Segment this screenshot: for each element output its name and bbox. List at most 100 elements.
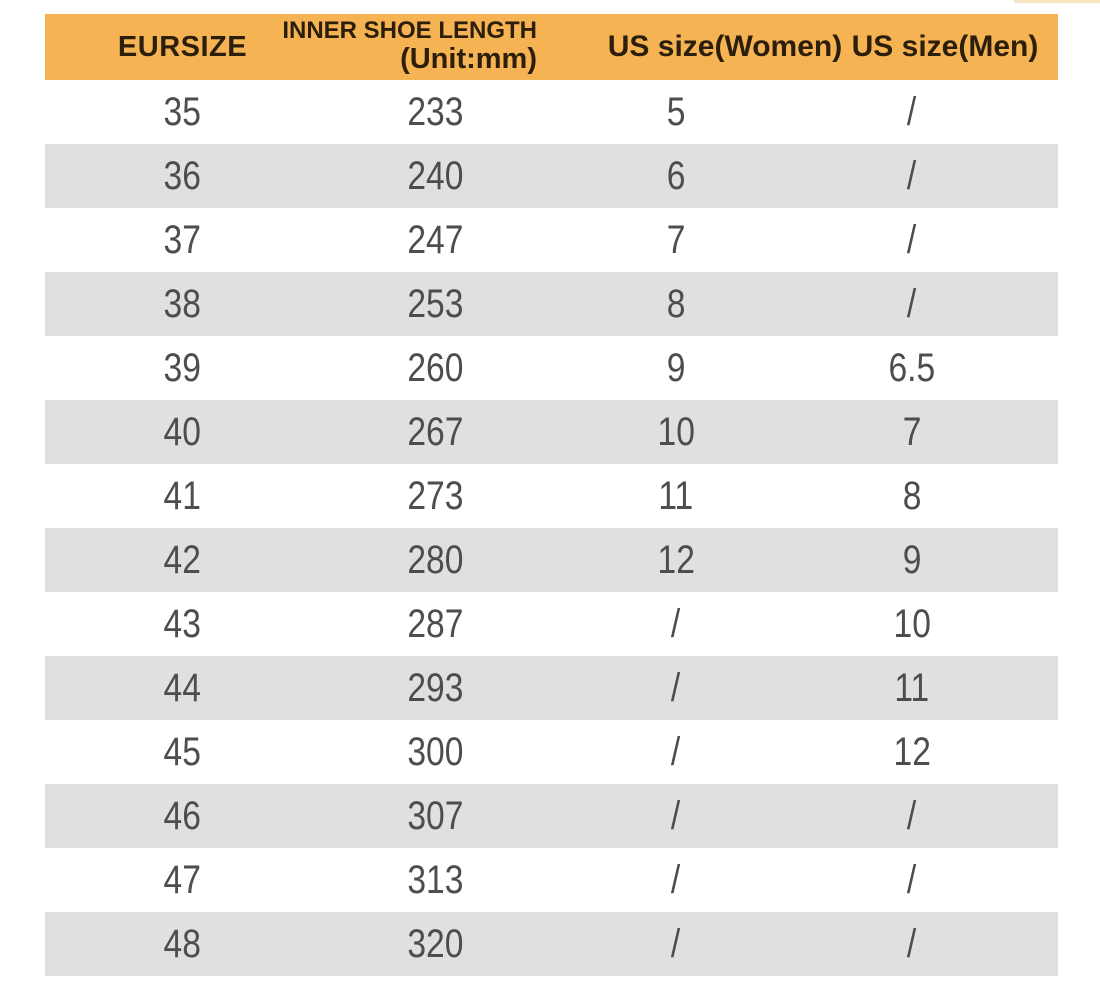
cell-eursize-value: 40 [163, 409, 202, 454]
cell-inner-shoe-length-value: 253 [406, 281, 464, 326]
cell-us-size-men-value: 11 [894, 665, 930, 710]
cell-us-size-women: 12 [550, 528, 810, 592]
cell-inner-shoe-length: 260 [320, 336, 550, 400]
cell-us-size-men-value: 10 [893, 601, 931, 646]
cell-inner-shoe-length-value: 273 [406, 473, 464, 518]
cell-inner-shoe-length-value: 300 [406, 729, 464, 774]
cell-inner-shoe-length-value: 293 [406, 665, 464, 710]
table-row: 38 253 8 / [45, 272, 1058, 336]
cell-inner-shoe-length: 273 [320, 464, 550, 528]
cell-us-size-men: / [810, 80, 1058, 144]
cell-eursize-value: 37 [163, 217, 202, 262]
cell-us-size-women-value: 11 [658, 473, 694, 518]
cell-inner-shoe-length-value: 260 [406, 345, 464, 390]
cell-inner-shoe-length: 253 [320, 272, 550, 336]
cell-us-size-men: 8 [810, 464, 1058, 528]
cell-inner-shoe-length-value: 233 [406, 89, 464, 134]
cell-inner-shoe-length-value: 247 [406, 217, 464, 262]
cell-us-size-men: 11 [810, 656, 1058, 720]
cell-eursize-value: 47 [163, 857, 202, 902]
cell-us-size-women: 5 [550, 80, 810, 144]
cell-us-size-women: / [550, 912, 810, 976]
cell-us-size-men-value: 9 [902, 537, 922, 582]
cell-us-size-women: 9 [550, 336, 810, 400]
cell-us-size-men: / [810, 912, 1058, 976]
cell-inner-shoe-length: 307 [320, 784, 550, 848]
cell-eursize-value: 39 [163, 345, 202, 390]
table-row: 46 307 / / [45, 784, 1058, 848]
cell-eursize-value: 44 [163, 665, 202, 710]
cell-eursize-value: 48 [163, 921, 202, 966]
cell-inner-shoe-length-value: 240 [406, 153, 464, 198]
cell-us-size-men-value: / [907, 89, 917, 134]
cell-us-size-women: / [550, 592, 810, 656]
cell-us-size-women: 11 [550, 464, 810, 528]
column-header-inner-shoe-length: INNER SHOE LENGTH (Unit:mm) [282, 14, 550, 80]
cell-us-size-women: 7 [550, 208, 810, 272]
cell-us-size-women-value: / [671, 665, 681, 710]
cell-eursize: 38 [45, 272, 320, 336]
cell-inner-shoe-length-value: 267 [406, 409, 464, 454]
cell-eursize-value: 36 [163, 153, 202, 198]
cell-us-size-women: 8 [550, 272, 810, 336]
cell-inner-shoe-length: 267 [320, 400, 550, 464]
cell-us-size-men: / [810, 144, 1058, 208]
cell-inner-shoe-length-value: 307 [406, 793, 464, 838]
cell-eursize-value: 46 [163, 793, 202, 838]
table-header-row: EURSIZE INNER SHOE LENGTH (Unit:mm) US s… [45, 14, 1058, 80]
cell-inner-shoe-length-value: 320 [406, 921, 464, 966]
table-row: 45 300 / 12 [45, 720, 1058, 784]
cell-us-size-men-value: / [907, 281, 917, 326]
cell-us-size-men: 12 [810, 720, 1058, 784]
top-right-artifact [1014, 0, 1100, 3]
cell-us-size-women: 6 [550, 144, 810, 208]
cell-eursize: 37 [45, 208, 320, 272]
column-header-us-size-men: US size(Men) [810, 14, 1058, 80]
cell-eursize: 41 [45, 464, 320, 528]
column-header-eursize: EURSIZE [45, 14, 320, 80]
cell-us-size-women-value: 6 [666, 153, 686, 198]
cell-us-size-women-value: / [671, 857, 681, 902]
cell-us-size-women-value: 12 [657, 537, 695, 582]
cell-us-size-women-value: 5 [666, 89, 686, 134]
cell-us-size-women: / [550, 656, 810, 720]
cell-us-size-men-value: 12 [893, 729, 931, 774]
cell-eursize-value: 41 [163, 473, 202, 518]
cell-us-size-men: 9 [810, 528, 1058, 592]
cell-us-size-women-value: 7 [666, 217, 686, 262]
cell-inner-shoe-length: 293 [320, 656, 550, 720]
column-header-inner-shoe-length-label: INNER SHOE LENGTH [282, 17, 537, 45]
table-row: 35 233 5 / [45, 80, 1058, 144]
cell-inner-shoe-length: 233 [320, 80, 550, 144]
cell-eursize: 47 [45, 848, 320, 912]
cell-eursize-value: 42 [163, 537, 202, 582]
table-row: 40 267 10 7 [45, 400, 1058, 464]
table-row: 44 293 / 11 [45, 656, 1058, 720]
size-chart-table: EURSIZE INNER SHOE LENGTH (Unit:mm) US s… [45, 14, 1058, 976]
cell-us-size-men-value: 8 [902, 473, 922, 518]
cell-us-size-men: / [810, 272, 1058, 336]
cell-eursize-value: 35 [163, 89, 202, 134]
cell-us-size-men-value: / [907, 857, 917, 902]
cell-us-size-men: 6.5 [810, 336, 1058, 400]
table-row: 48 320 / / [45, 912, 1058, 976]
cell-inner-shoe-length: 247 [320, 208, 550, 272]
cell-inner-shoe-length: 313 [320, 848, 550, 912]
cell-us-size-men: / [810, 208, 1058, 272]
cell-us-size-men-value: / [907, 153, 917, 198]
cell-inner-shoe-length: 280 [320, 528, 550, 592]
table-row: 36 240 6 / [45, 144, 1058, 208]
column-header-us-size-women-label: US size(Women) [607, 30, 843, 63]
cell-us-size-women: / [550, 720, 810, 784]
cell-inner-shoe-length: 300 [320, 720, 550, 784]
table-row: 41 273 11 8 [45, 464, 1058, 528]
cell-us-size-women: 10 [550, 400, 810, 464]
cell-us-size-women: / [550, 784, 810, 848]
cell-eursize: 45 [45, 720, 320, 784]
cell-us-size-women-value: 9 [666, 345, 686, 390]
column-header-us-size-men-label: US size(Men) [851, 30, 1039, 63]
cell-eursize-value: 45 [163, 729, 202, 774]
cell-inner-shoe-length-value: 313 [406, 857, 464, 902]
table-row: 37 247 7 / [45, 208, 1058, 272]
